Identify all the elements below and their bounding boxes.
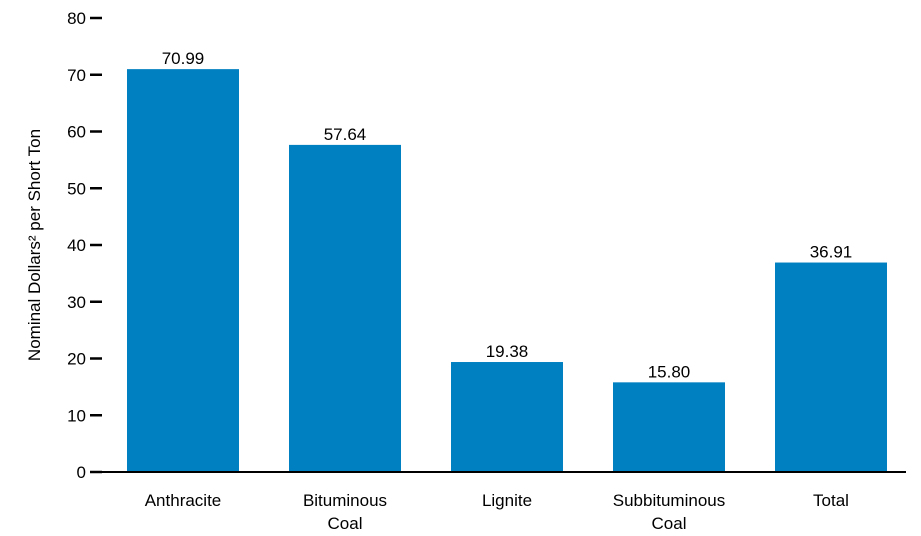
bar-value-label: 15.80 bbox=[648, 362, 691, 381]
bar bbox=[775, 262, 887, 472]
bar bbox=[127, 69, 239, 473]
y-tick-label: 50 bbox=[67, 179, 86, 198]
y-tick-label: 10 bbox=[67, 406, 86, 425]
bar-value-label: 57.64 bbox=[324, 125, 367, 144]
bar bbox=[289, 144, 401, 472]
x-category-label: Subbituminous bbox=[613, 491, 725, 510]
bar bbox=[613, 382, 725, 472]
y-tick-label: 70 bbox=[67, 66, 86, 85]
y-tick-label: 20 bbox=[67, 350, 86, 369]
bar bbox=[451, 362, 563, 472]
y-tick-label: 60 bbox=[67, 123, 86, 142]
value-labels-group: 70.99 57.64 19.38 15.80 36.91 bbox=[162, 49, 853, 381]
y-tick-label: 0 bbox=[77, 463, 86, 482]
bars-group bbox=[127, 69, 887, 473]
y-axis: 0 10 20 30 40 50 60 70 80 bbox=[67, 9, 102, 482]
x-category-label: Lignite bbox=[482, 491, 532, 510]
bar-value-label: 70.99 bbox=[162, 49, 205, 68]
bar-value-label: 19.38 bbox=[486, 342, 529, 361]
y-tick-label: 80 bbox=[67, 9, 86, 28]
x-category-label: Coal bbox=[328, 514, 363, 533]
x-category-label: Total bbox=[813, 491, 849, 510]
x-category-label: Anthracite bbox=[145, 491, 222, 510]
bar-value-label: 36.91 bbox=[810, 243, 853, 262]
y-tick-label: 30 bbox=[67, 293, 86, 312]
x-axis: Anthracite Bituminous Coal Lignite Subbitumi… bbox=[90, 471, 906, 533]
x-category-label: Coal bbox=[652, 514, 687, 533]
x-category-label: Bituminous bbox=[303, 491, 387, 510]
y-tick-label: 40 bbox=[67, 236, 86, 255]
y-axis-title: Nominal Dollars² per Short Ton bbox=[25, 129, 44, 361]
